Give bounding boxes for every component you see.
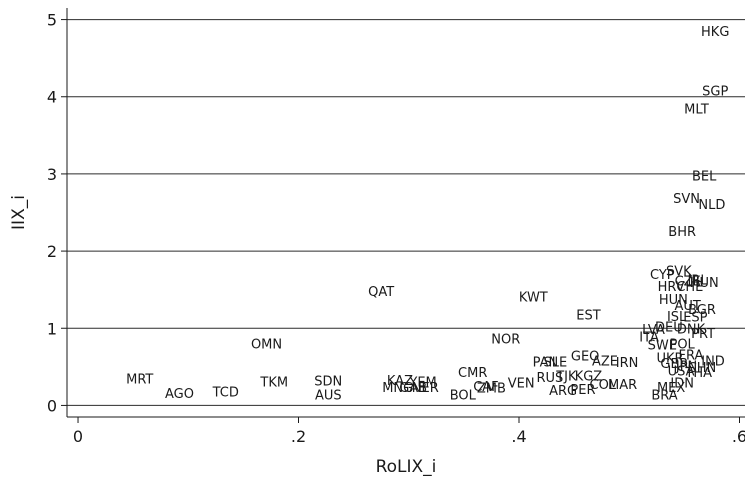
point-label-rus: RUS — [536, 371, 563, 386]
point-label-esp: ESP — [683, 311, 707, 326]
point-label-bel: BEL — [692, 169, 717, 184]
point-label-sgp: SGP — [702, 85, 728, 100]
point-label-col: COL — [590, 378, 617, 393]
point-label-pol: POL — [669, 338, 695, 353]
x-tick-label: .6 — [732, 427, 745, 446]
x-tick-label: 0 — [73, 427, 83, 446]
point-label-geo: GEO — [571, 349, 600, 364]
point-label-dnk: DNK — [677, 322, 706, 337]
y-tick-label: 4 — [47, 88, 57, 107]
point-label-ita: ITA — [639, 331, 659, 346]
point-label-nor: NOR — [491, 332, 520, 347]
gridlines — [67, 19, 745, 406]
point-label-irl: IRL — [688, 274, 709, 289]
point-label-sdn: SDN — [314, 375, 342, 390]
point-label-sle: SLE — [544, 355, 568, 370]
point-label-hun: HUN — [659, 293, 688, 308]
point-label-arg: ARG — [549, 384, 577, 399]
axes — [66, 8, 745, 418]
point-label-ind: IND — [701, 355, 725, 370]
point-label-yem: YEM — [408, 376, 436, 391]
point-label-zmb: ZMB — [477, 382, 506, 397]
point-label-bgr: BGR — [688, 303, 716, 318]
point-label-hkg: HKG — [701, 25, 729, 40]
point-label-est: EST — [576, 308, 600, 323]
point-label-pan: PAN — [533, 355, 559, 370]
y-axis-title: IIX_i — [9, 195, 29, 230]
y-tick-label: 1 — [47, 319, 57, 338]
x-tick-label: .4 — [511, 427, 526, 446]
point-label-usa: USA — [668, 365, 695, 380]
y-tick-label: 2 — [47, 242, 57, 261]
point-label-ven: VEN — [508, 376, 535, 391]
point-label-hrv: HRV — [658, 280, 685, 295]
point-label-gbr: GBR — [660, 357, 688, 372]
point-label-aus: AUS — [315, 389, 342, 404]
point-label-tcd: TCD — [212, 386, 239, 401]
point-label-bra: BRA — [651, 389, 677, 404]
point-label-svn: SVN — [673, 192, 700, 207]
point-label-lva: LVA — [642, 323, 665, 338]
point-label-aze: AZE — [592, 355, 618, 370]
point-label-aut: AUT — [674, 299, 700, 314]
point-label-ago: AGO — [165, 387, 194, 402]
point-label-idn: IDN — [670, 376, 694, 391]
point-label-cyp: CYP — [650, 268, 675, 283]
point-label-isl: ISL — [667, 310, 687, 325]
point-label-tkm: TKM — [259, 376, 288, 391]
point-label-che: CHE — [676, 280, 703, 295]
point-label-cze: CZE — [675, 274, 701, 289]
point-label-mex: MEX — [657, 381, 685, 396]
point-label-irn: IRN — [616, 356, 639, 371]
point-label-mlt: MLT — [684, 102, 709, 117]
point-label-qat: QAT — [368, 285, 394, 300]
point-label-mar: MAR — [608, 378, 637, 393]
point-label-ukr: UKR — [656, 352, 683, 367]
point-label-jpn: JPN — [675, 359, 697, 374]
point-label-kaz: KAZ — [387, 374, 413, 389]
x-tick-label: .2 — [291, 427, 306, 446]
point-label-prt: PRT — [691, 327, 715, 342]
point-label-svk: SVK — [666, 264, 692, 279]
y-tick-label: 5 — [47, 11, 57, 30]
tick-labels: 0 1 2 3 4 5 0 .2 .4 .6 — [47, 11, 745, 446]
point-label-kwt: KWT — [519, 291, 548, 306]
x-axis-title: RoLIX_i — [376, 457, 437, 477]
point-label-tjk: TJK — [555, 369, 577, 384]
point-label-caf: CAF — [473, 380, 498, 395]
y-tick-label: 3 — [47, 165, 57, 184]
point-label-per: PER — [570, 383, 595, 398]
point-label-omn: OMN — [251, 338, 282, 353]
point-label-hun: HUN — [690, 276, 719, 291]
point-label-ner: NER — [412, 381, 439, 396]
point-label-bhr: BHR — [668, 225, 696, 240]
point-label-cmr: CMR — [458, 366, 487, 381]
point-label-mrt: MRT — [126, 372, 153, 387]
point-label-tha: THA — [684, 366, 712, 381]
point-label-swe: SWE — [648, 338, 677, 353]
y-tick-label: 0 — [47, 396, 57, 415]
point-label-bol: BOL — [450, 389, 477, 404]
point-label-deu: DEU — [655, 321, 683, 336]
point-label-mng: MNG — [382, 381, 413, 396]
point-label-kgz: KGZ — [575, 369, 603, 384]
point-label-chn: CHN — [688, 361, 717, 376]
point-label-fra: FRA — [679, 348, 704, 363]
point-label-nld: NLD — [698, 198, 725, 213]
point-label-gab: GAB — [399, 381, 427, 396]
